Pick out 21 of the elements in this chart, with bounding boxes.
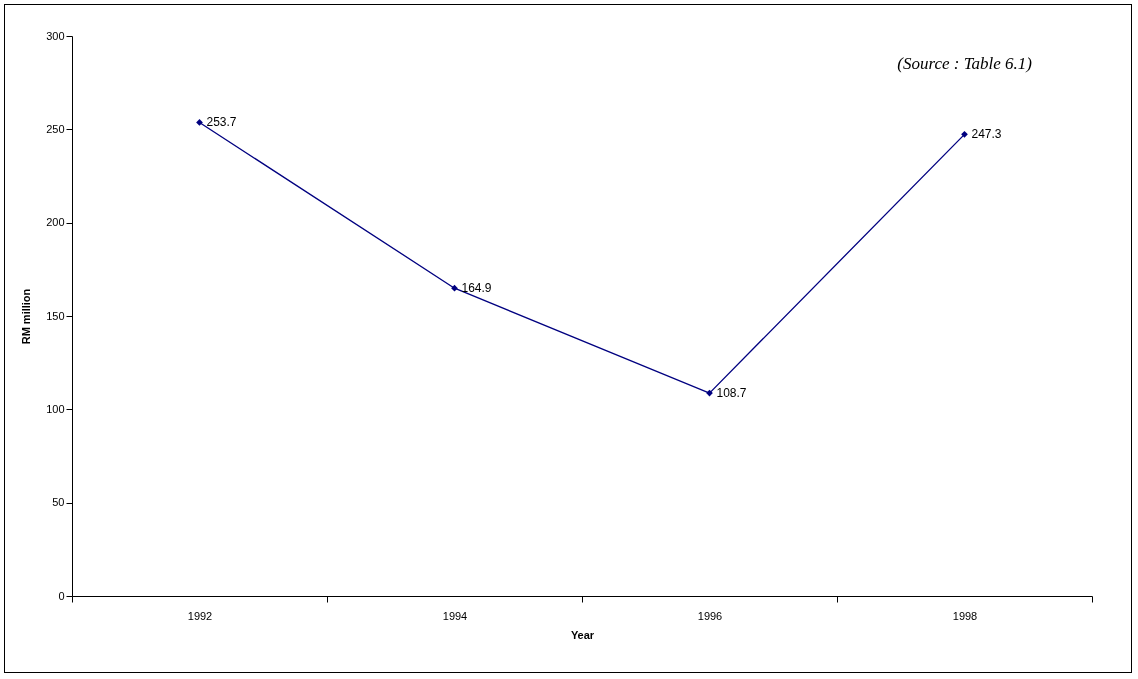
x-tick-label: 1996 bbox=[697, 609, 723, 622]
y-tick-label: 50 bbox=[52, 496, 65, 509]
point bbox=[196, 119, 203, 126]
annotation: (Source : Table 6.1) bbox=[897, 54, 1033, 73]
point bbox=[961, 131, 968, 138]
y-axis-title: RM million bbox=[20, 288, 33, 345]
y-tick-label: 150 bbox=[46, 309, 65, 322]
x-axis-title: Year bbox=[570, 628, 595, 641]
data-label: 164.9 bbox=[461, 281, 492, 296]
y-tick-label: 300 bbox=[46, 29, 65, 42]
y-tick-label: 250 bbox=[46, 122, 65, 135]
data-label: 253.7 bbox=[206, 115, 237, 130]
data-label: 108.7 bbox=[716, 386, 747, 401]
point bbox=[451, 284, 458, 292]
y-tick-label: 0 bbox=[58, 589, 65, 602]
x-tick-label: 1998 bbox=[952, 609, 978, 622]
data-label: 247.3 bbox=[971, 127, 1002, 142]
x-tick-label: 1994 bbox=[442, 609, 468, 622]
y-tick-label: 200 bbox=[46, 216, 65, 229]
y-tick-label: 100 bbox=[46, 402, 65, 415]
x-tick-label: 1992 bbox=[187, 609, 213, 622]
